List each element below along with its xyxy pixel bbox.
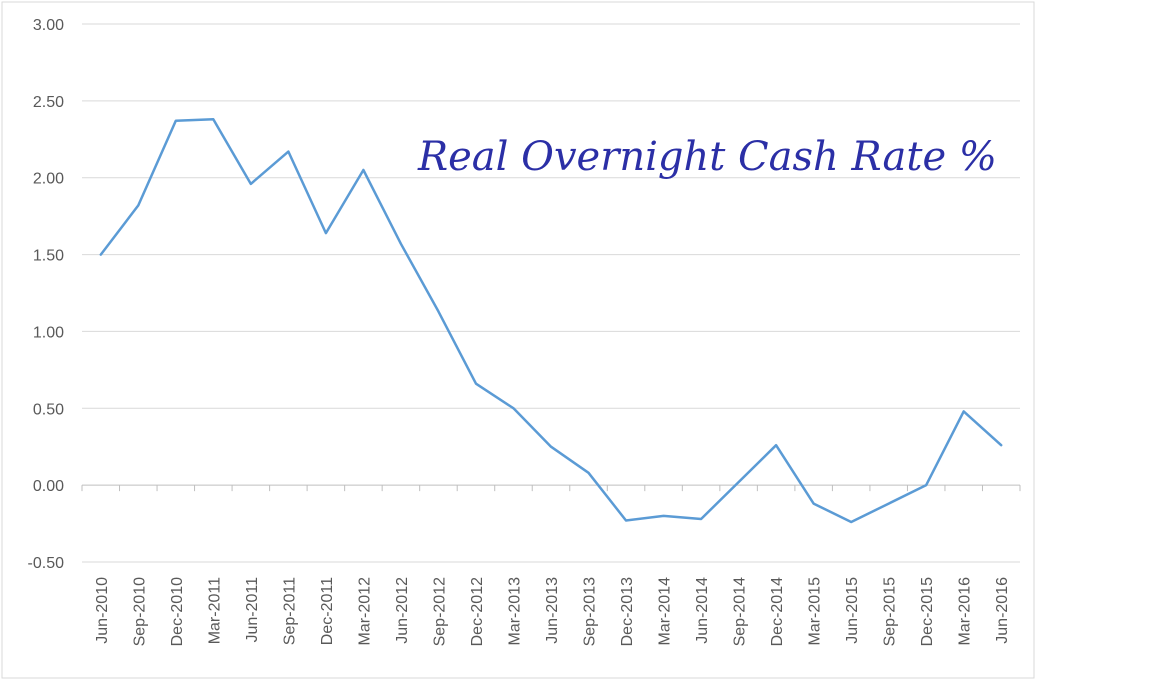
y-axis: -0.50 0.00 0.50 1.00 1.50 2.00 2.50 3.00	[28, 17, 65, 572]
x-tick-label: Dec-2015	[919, 577, 936, 646]
x-axis-labels: Jun-2010 Sep-2010 Dec-2010 Mar-2011 Jun-2011…	[94, 577, 1011, 646]
x-axis	[81, 484, 1021, 492]
y-tick-label: 0.00	[33, 478, 64, 495]
x-tick-label: Sep-2013	[582, 577, 599, 646]
x-tick-label: Jun-2016	[994, 577, 1011, 644]
y-tick-label: 1.00	[33, 324, 64, 341]
chart-title: Real Overnight Cash Rate %	[417, 134, 997, 180]
x-tick-label: Dec-2010	[169, 577, 186, 646]
series-layer	[99, 118, 1003, 524]
x-tick-label: Dec-2012	[469, 577, 486, 646]
x-tick-label: Jun-2012	[394, 577, 411, 644]
x-tick-label: Sep-2010	[131, 577, 148, 646]
x-tick-label: Sep-2011	[281, 577, 298, 645]
x-tick-label: Jun-2011	[244, 577, 261, 643]
x-tick-label: Mar-2016	[957, 577, 974, 646]
x-tick-label: Sep-2014	[732, 577, 749, 646]
x-tick-label: Dec-2014	[769, 577, 786, 646]
y-tick-label: 3.00	[33, 17, 64, 34]
chart-border	[1, 1, 1035, 679]
x-tick-label: Mar-2011	[206, 577, 223, 644]
y-tick-label: 2.00	[33, 171, 64, 188]
x-tick-label: Sep-2012	[431, 577, 448, 646]
x-tick-label: Jun-2014	[694, 577, 711, 644]
x-tick-label: Mar-2013	[506, 577, 523, 646]
x-tick-label: Mar-2014	[657, 577, 674, 646]
x-tick-label: Jun-2010	[94, 577, 111, 644]
y-tick-label: 2.50	[33, 94, 64, 111]
x-tick-label: Jun-2013	[544, 577, 561, 644]
x-tick-label: Dec-2011	[319, 577, 336, 645]
y-tick-label: 1.50	[33, 248, 64, 265]
x-tick-label: Mar-2015	[807, 577, 824, 646]
x-tick-label: Sep-2015	[882, 577, 899, 646]
x-tick-label: Mar-2012	[356, 577, 373, 646]
x-tick-label: Jun-2015	[844, 577, 861, 644]
x-tick-label: Dec-2013	[619, 577, 636, 646]
y-tick-label: -0.50	[28, 555, 65, 572]
y-tick-label: 0.50	[33, 401, 64, 418]
series-line	[99, 118, 1003, 524]
gridlines	[82, 23, 1020, 563]
